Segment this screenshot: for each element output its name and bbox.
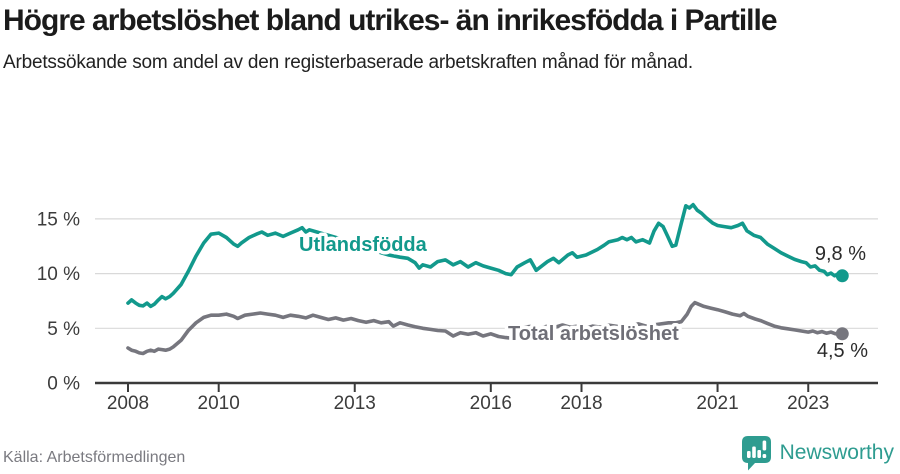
series-line-total <box>126 300 845 356</box>
series-label: Utlandsfödda <box>299 234 428 256</box>
x-tick-label: 2016 <box>470 393 512 414</box>
x-tick-label: 2008 <box>107 393 149 414</box>
series-label: Total arbetslöshet <box>508 323 679 345</box>
series-end-dot <box>835 327 849 341</box>
y-tick-label: 0 % <box>47 374 80 395</box>
end-value-label: 4,5 % <box>817 340 868 362</box>
page-subtitle: Arbetssökande som andel av den registerb… <box>3 52 693 73</box>
x-tick-label: 2010 <box>198 393 240 414</box>
x-tick-label: 2021 <box>696 393 738 414</box>
newsworthy-wordmark: Newsworthy <box>779 441 894 464</box>
x-tick-label: 2018 <box>560 393 602 414</box>
page-title: Högre arbetslöshet bland utrikes- än inr… <box>3 4 778 37</box>
newsworthy-bar-chart-pin-icon <box>741 436 771 471</box>
x-tick-label: 2013 <box>334 393 376 414</box>
source-note: Källa: Arbetsförmedlingen <box>3 449 186 466</box>
series-end-dot <box>835 269 849 283</box>
y-tick-label: 5 % <box>47 319 80 340</box>
y-tick-label: 15 % <box>37 209 80 230</box>
newsworthy-logo: Newsworthy <box>741 435 894 471</box>
header: Högre arbetslöshet bland utrikes- än inr… <box>3 2 778 75</box>
x-tick-label: 2023 <box>787 393 829 414</box>
series-line-utlandsfodda <box>126 202 845 309</box>
end-value-label: 9,8 % <box>815 243 866 265</box>
y-tick-label: 10 % <box>37 264 80 285</box>
